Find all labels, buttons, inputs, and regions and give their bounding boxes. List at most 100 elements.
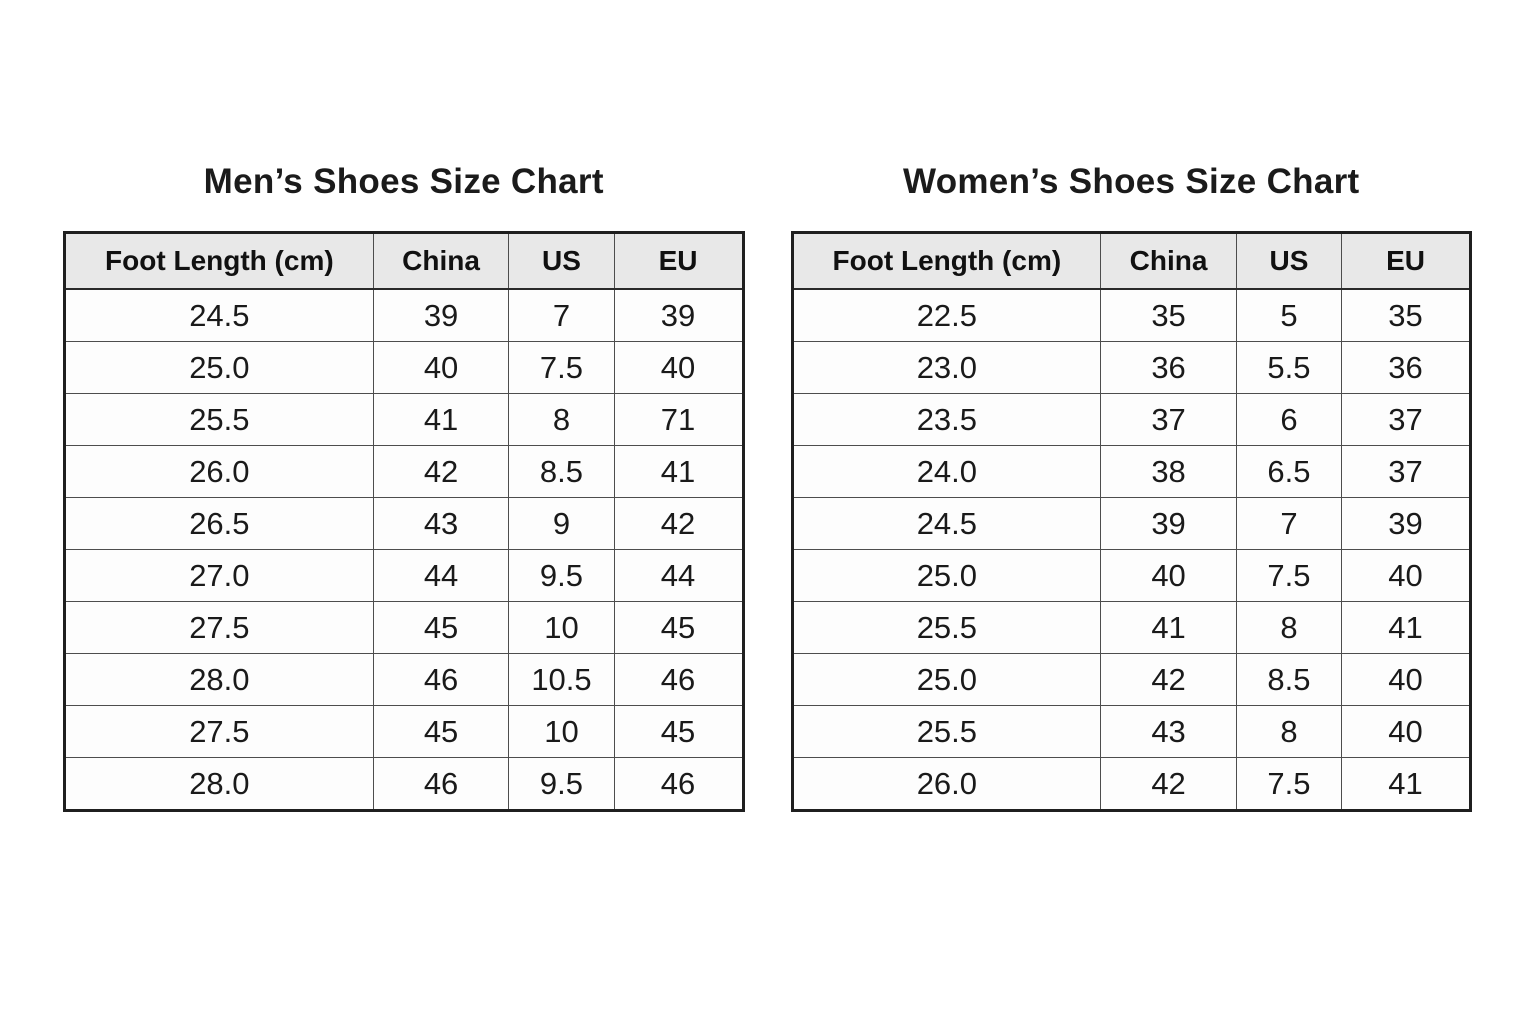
column-header: China xyxy=(372,232,510,290)
table-cell: 41 xyxy=(1341,757,1471,811)
table-row: 26.5 43 9 42 xyxy=(64,497,744,550)
table-cell: 37 xyxy=(1341,445,1471,498)
table-cell: 27.5 xyxy=(64,705,374,758)
table-cell: 27.0 xyxy=(64,549,374,602)
womens-table-body: 22.5 35 5 35 23.0 36 5.5 36 23.5 37 6 37 24.0 38 6.5 37… xyxy=(791,288,1471,811)
table-cell: 7.5 xyxy=(1235,549,1343,602)
table-cell: 45 xyxy=(372,601,510,654)
table-cell: 9.5 xyxy=(508,549,615,602)
table-cell: 5.5 xyxy=(1235,341,1343,394)
table-row: 22.5 35 5 35 xyxy=(791,288,1471,342)
column-header: EU xyxy=(1341,232,1471,290)
column-header: Foot Length (cm) xyxy=(64,232,374,290)
table-row: 27.5 45 10 45 xyxy=(64,601,744,654)
table-cell: 10 xyxy=(508,705,615,758)
column-header: China xyxy=(1100,232,1237,290)
table-cell: 24.5 xyxy=(64,288,374,342)
table-cell: 28.0 xyxy=(64,757,374,811)
table-cell: 40 xyxy=(1100,549,1237,602)
table-row: 25.5 41 8 71 xyxy=(64,393,744,446)
table-row: 25.0 42 8.5 40 xyxy=(791,653,1471,706)
table-cell: 71 xyxy=(613,393,744,446)
table-cell: 44 xyxy=(372,549,510,602)
table-row: 24.0 38 6.5 37 xyxy=(791,445,1471,498)
table-cell: 25.5 xyxy=(791,601,1102,654)
mens-size-chart-section: Men’s Shoes Size Chart Foot Length (cm) C… xyxy=(63,162,745,812)
table-cell: 41 xyxy=(1100,601,1237,654)
table-cell: 46 xyxy=(372,757,510,811)
table-row: 25.0 40 7.5 40 xyxy=(791,549,1471,602)
table-cell: 36 xyxy=(1100,341,1237,394)
header-row: Foot Length (cm) China US EU xyxy=(791,232,1471,290)
table-cell: 7.5 xyxy=(508,341,615,394)
table-cell: 44 xyxy=(613,549,744,602)
table-cell: 23.5 xyxy=(791,393,1102,446)
table-cell: 43 xyxy=(372,497,510,550)
womens-size-chart-section: Women’s Shoes Size Chart Foot Length (cm… xyxy=(790,162,1472,812)
column-header: EU xyxy=(613,232,744,290)
mens-table-body: 24.5 39 7 39 25.0 40 7.5 40 25.5 41 8 71 26.0 42 8.5 41… xyxy=(64,288,744,811)
table-cell: 42 xyxy=(1100,757,1237,811)
table-cell: 8 xyxy=(508,393,615,446)
table-cell: 28.0 xyxy=(64,653,374,706)
table-cell: 8 xyxy=(1235,705,1343,758)
table-cell: 26.0 xyxy=(64,445,374,498)
table-cell: 38 xyxy=(1100,445,1237,498)
womens-table-header: Foot Length (cm) China US EU xyxy=(791,232,1471,290)
table-cell: 42 xyxy=(372,445,510,498)
table-cell: 10 xyxy=(508,601,615,654)
table-cell: 26.0 xyxy=(791,757,1102,811)
column-header: US xyxy=(1235,232,1343,290)
table-cell: 26.5 xyxy=(64,497,374,550)
table-cell: 8.5 xyxy=(508,445,615,498)
table-row: 28.0 46 10.5 46 xyxy=(64,653,744,706)
table-cell: 40 xyxy=(372,341,510,394)
table-row: 25.5 43 8 40 xyxy=(791,705,1471,758)
table-cell: 46 xyxy=(613,757,744,811)
table-cell: 35 xyxy=(1341,288,1471,342)
table-cell: 45 xyxy=(613,601,744,654)
table-cell: 37 xyxy=(1100,393,1237,446)
table-cell: 7 xyxy=(508,288,615,342)
table-cell: 25.5 xyxy=(791,705,1102,758)
table-cell: 40 xyxy=(1341,549,1471,602)
table-row: 27.0 44 9.5 44 xyxy=(64,549,744,602)
table-row: 23.5 37 6 37 xyxy=(791,393,1471,446)
table-cell: 9.5 xyxy=(508,757,615,811)
table-cell: 24.5 xyxy=(791,497,1102,550)
table-row: 26.0 42 7.5 41 xyxy=(791,757,1471,811)
womens-chart-title: Women’s Shoes Size Chart xyxy=(903,162,1360,201)
table-cell: 39 xyxy=(1341,497,1471,550)
table-cell: 42 xyxy=(613,497,744,550)
table-cell: 39 xyxy=(372,288,510,342)
table-cell: 43 xyxy=(1100,705,1237,758)
table-cell: 10.5 xyxy=(508,653,615,706)
womens-size-table: Foot Length (cm) China US EU 22.5 35 5 35 23.0 3… xyxy=(790,231,1472,812)
table-cell: 6 xyxy=(1235,393,1343,446)
table-cell: 22.5 xyxy=(791,288,1102,342)
table-row: 24.5 39 7 39 xyxy=(64,288,744,342)
table-row: 23.0 36 5.5 36 xyxy=(791,341,1471,394)
table-row: 25.0 40 7.5 40 xyxy=(64,341,744,394)
table-cell: 7.5 xyxy=(1235,757,1343,811)
table-row: 28.0 46 9.5 46 xyxy=(64,757,744,811)
table-cell: 8 xyxy=(1235,601,1343,654)
table-cell: 45 xyxy=(372,705,510,758)
table-row: 27.5 45 10 45 xyxy=(64,705,744,758)
column-header: US xyxy=(508,232,615,290)
table-cell: 39 xyxy=(613,288,744,342)
table-cell: 37 xyxy=(1341,393,1471,446)
table-cell: 9 xyxy=(508,497,615,550)
table-cell: 41 xyxy=(1341,601,1471,654)
mens-chart-title: Men’s Shoes Size Chart xyxy=(203,162,604,201)
table-cell: 25.5 xyxy=(64,393,374,446)
table-cell: 42 xyxy=(1100,653,1237,706)
table-cell: 24.0 xyxy=(791,445,1102,498)
table-cell: 25.0 xyxy=(791,653,1102,706)
table-cell: 45 xyxy=(613,705,744,758)
table-row: 24.5 39 7 39 xyxy=(791,497,1471,550)
table-row: 25.5 41 8 41 xyxy=(791,601,1471,654)
table-cell: 35 xyxy=(1100,288,1237,342)
table-cell: 40 xyxy=(1341,705,1471,758)
table-cell: 40 xyxy=(613,341,744,394)
